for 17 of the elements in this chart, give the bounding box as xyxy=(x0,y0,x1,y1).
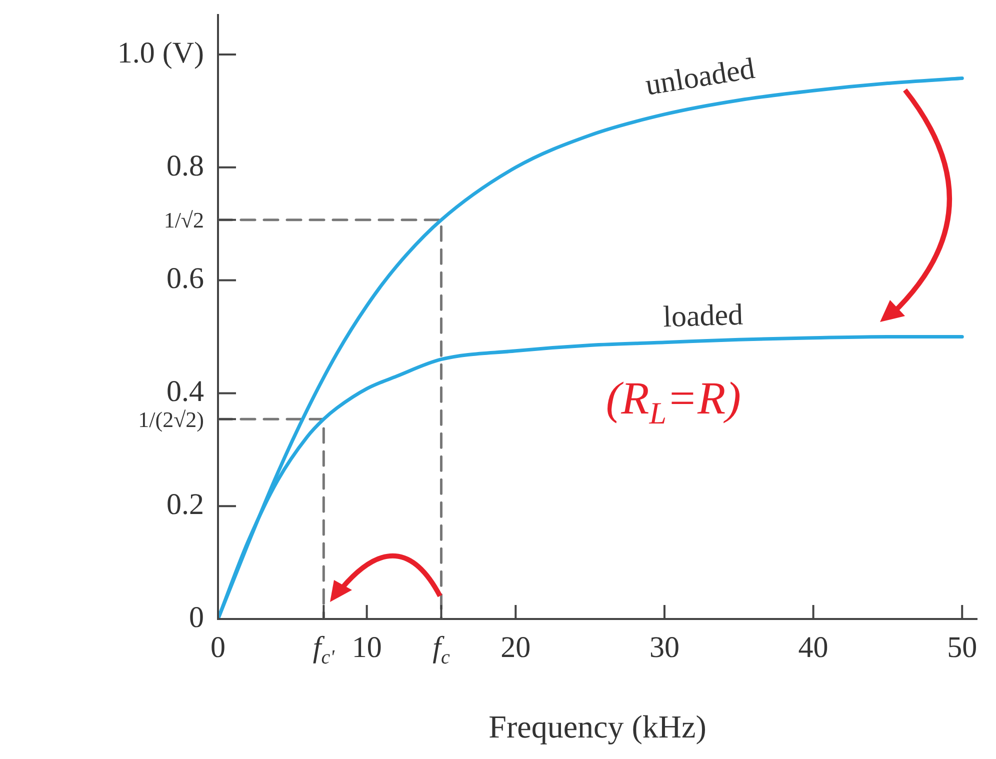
x-tick-label: 30 xyxy=(649,630,680,664)
y-tick-label: 0.4 xyxy=(166,375,204,408)
y-tick-label: 0.2 xyxy=(166,488,204,521)
y-tick-label: 1/(2√2) xyxy=(138,406,204,432)
series-label: loaded xyxy=(662,298,744,334)
x-tick-label: 0 xyxy=(210,630,226,664)
y-tick-label: 1/√2 xyxy=(164,208,204,233)
x-tick-label: 40 xyxy=(798,630,828,664)
y-tick-label: 1.0 (V) xyxy=(117,36,204,70)
x-tick-label: 10 xyxy=(352,630,382,664)
x-tick-label: 20 xyxy=(500,630,531,664)
text: unloaded xyxy=(643,52,757,102)
x-axis-title: Frequency (kHz) xyxy=(488,708,706,744)
y-tick-label: 0 xyxy=(189,600,204,634)
y-tick-label: 0.8 xyxy=(166,149,204,182)
y-tick-label: 0.6 xyxy=(166,262,204,296)
x-tick-label: 50 xyxy=(947,630,978,664)
